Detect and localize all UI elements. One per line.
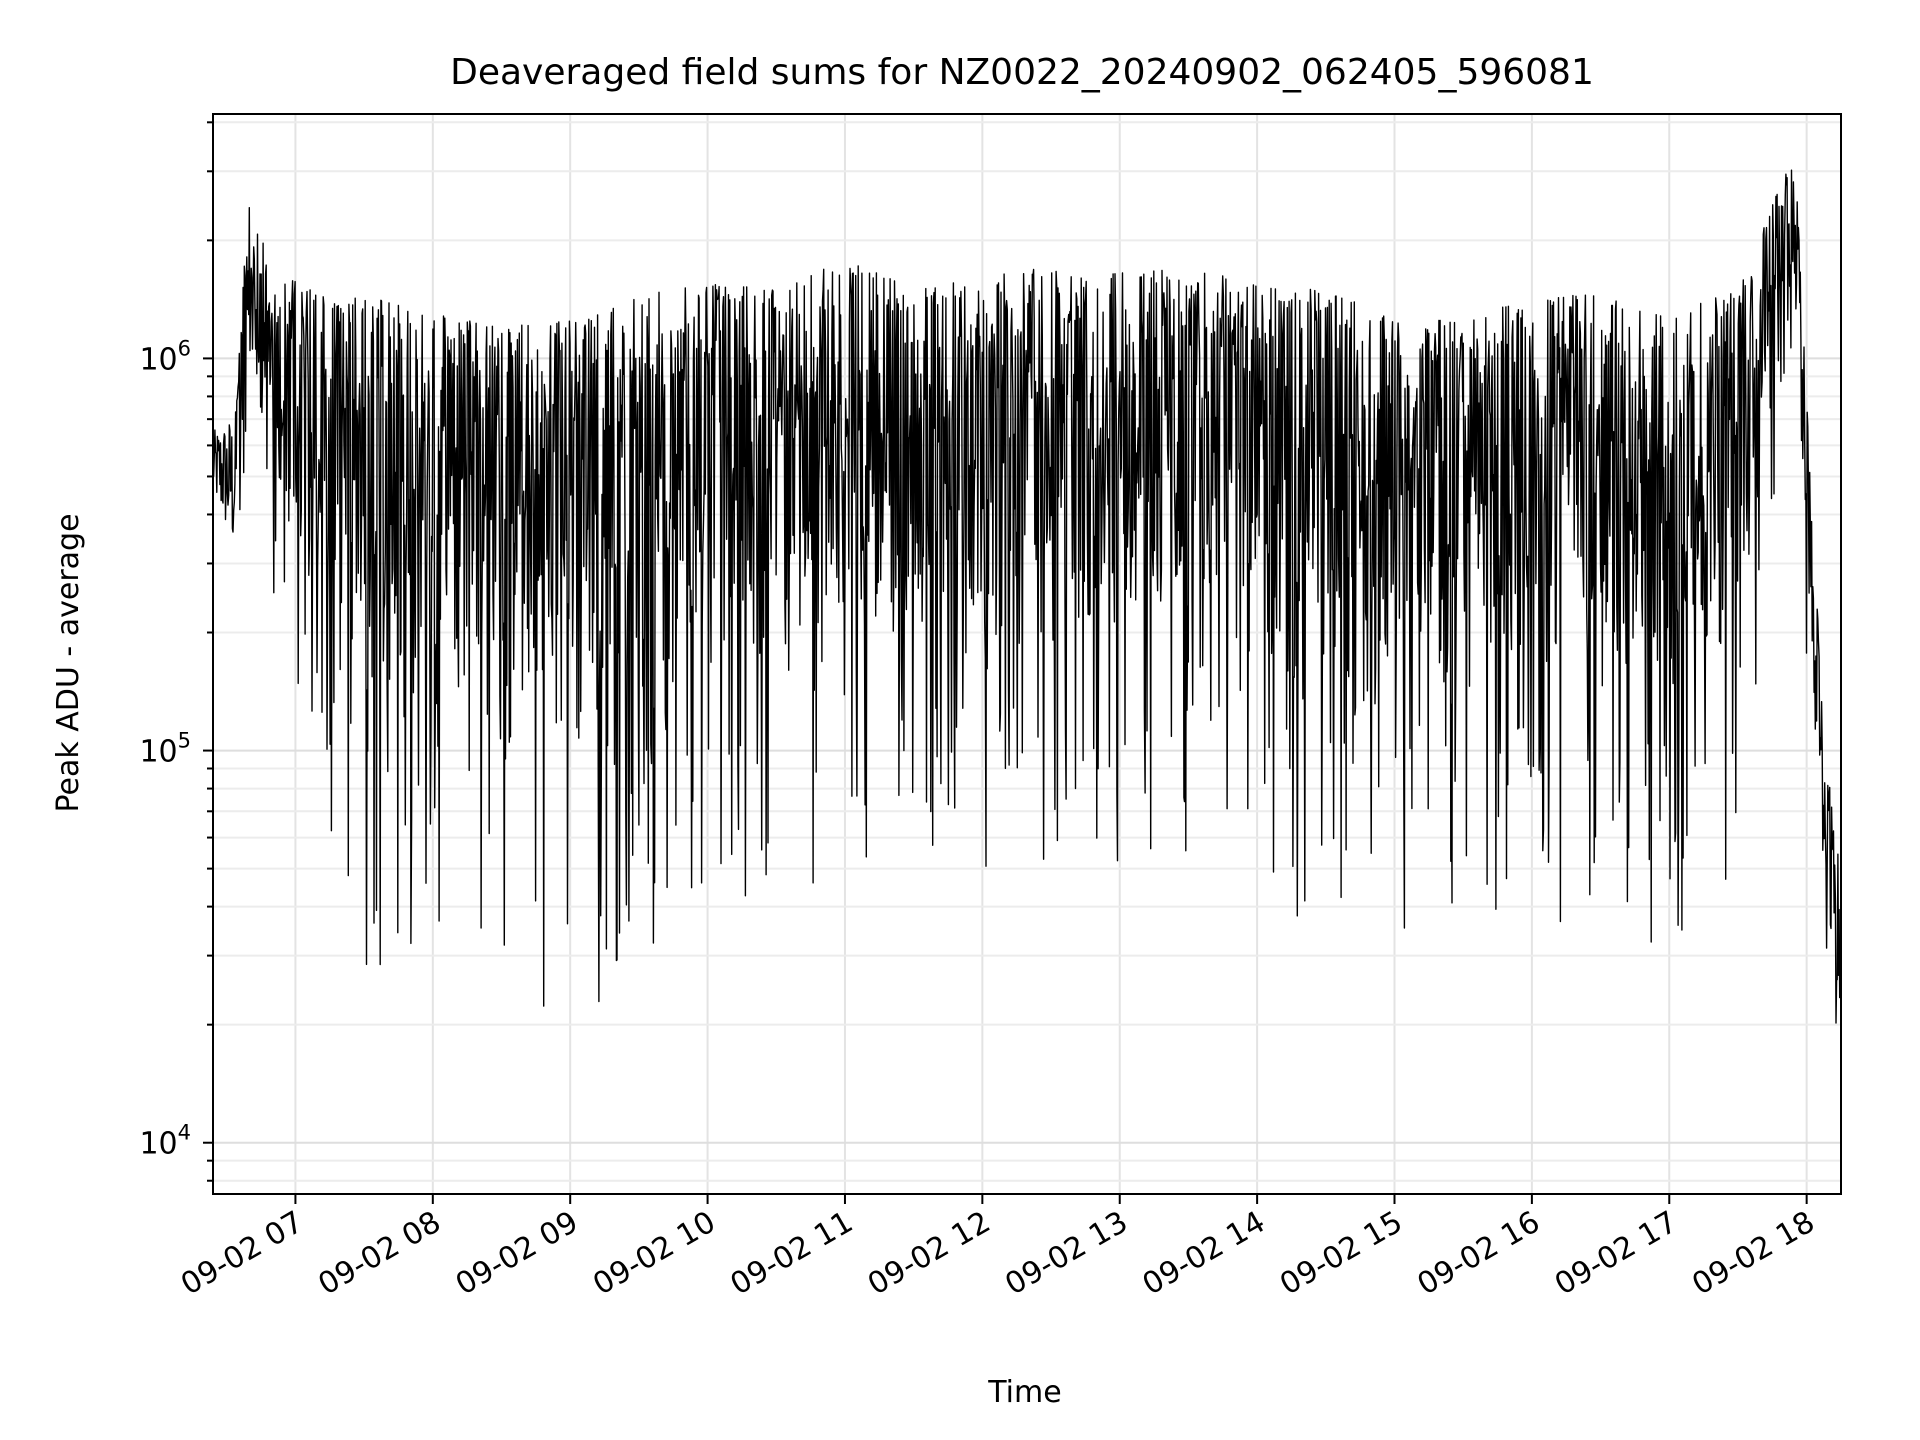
- y-tick-label: 105: [139, 729, 191, 770]
- chart-title: Deaveraged field sums for NZ0022_2024090…: [450, 52, 1594, 93]
- y-axis-label: Peak ADU - average: [51, 513, 86, 812]
- data-series: [212, 169, 1842, 1024]
- plot-frame: [212, 113, 1842, 1195]
- x-axis-label: Time: [987, 1375, 1061, 1410]
- y-tick-label: 104: [139, 1121, 191, 1162]
- y-tick-label: 106: [139, 336, 191, 377]
- series-line: [212, 169, 1842, 1024]
